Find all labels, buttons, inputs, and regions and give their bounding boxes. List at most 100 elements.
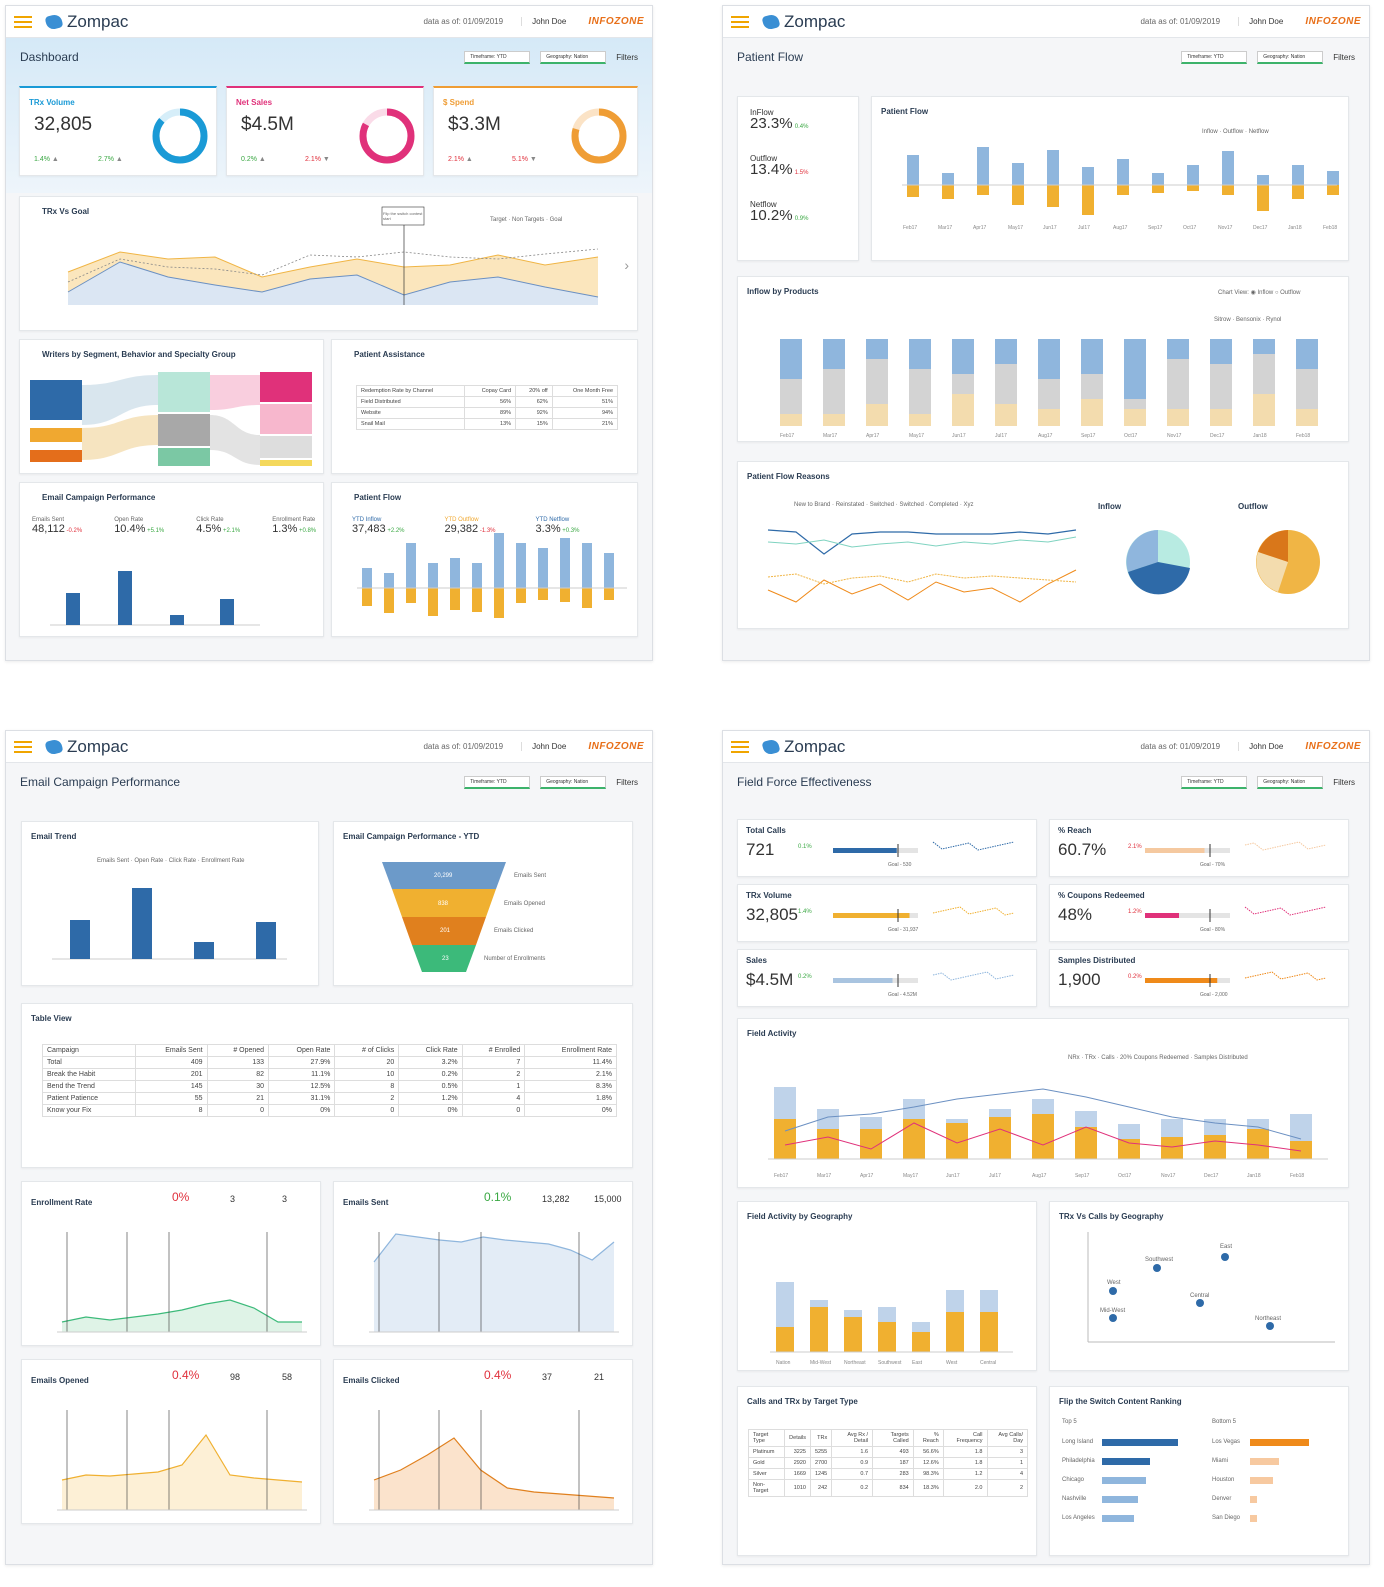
inflow-bar [406,543,416,588]
inflow-radio[interactable]: ◉ Inflow [1250,290,1274,296]
table-row: Non-Target 1010 242 0.2 834 18.3% 2.0 2 [747,1479,1028,1497]
inflow-bar [362,568,372,588]
x-tick: Jul17 [1078,225,1090,231]
page-title: Patient Flow [737,50,804,64]
inflow-bar [907,155,919,185]
stack-segment [995,364,1017,404]
stack-segment [823,369,845,414]
table-row: Total 409 133 27.9% 20 3.2% 7 11.4% [42,1056,617,1069]
nrx-bar [810,1307,828,1352]
x-tick: Mar17 [938,225,952,231]
inflow-bar [494,533,504,588]
field-kpi-card[interactable]: % Reach 60.7% 2.1% Goal - 70% [1049,819,1349,877]
outflow-bar [604,588,614,600]
outflow-bar [942,185,954,199]
filters-button[interactable]: Filters [616,52,638,62]
geo-activity-chart: Nation Mid-West Northeast Southwest East West… [770,1282,1013,1366]
patient-flow-bars: Feb17 Mar17 Apr17 May17 Jun17 Jul17 Aug17 Sep17… [902,147,1339,231]
data-as-of: data as of: 01/09/2019 [423,742,504,751]
x-tick: Sep17 [1081,433,1096,439]
user-menu[interactable]: John Doe [1238,17,1283,26]
bottom-city-label: Miami [1212,1458,1228,1464]
next-arrow-icon[interactable]: › [624,257,629,273]
user-menu[interactable]: John Doe [521,17,566,26]
kpi-net-sales[interactable]: Net Sales $4.5M 0.2% ▲ 2.1% ▼ [226,86,424,176]
x-tick: Dec17 [1253,225,1268,231]
field-activity-card: Field Activity NRx · TRx · Calls · 20% C… [737,1018,1349,1188]
menu-icon[interactable] [731,740,749,753]
stack-segment [823,414,845,426]
outflow-radio[interactable]: ○ Outflow [1274,290,1301,296]
inflow-bar [942,173,954,185]
x-tick: Oct17 [1118,1173,1132,1179]
brand-logo: INFOZONE [1305,16,1361,27]
kpi-trx[interactable]: TRx Volume 32,805 1.4% ▲ 2.7% ▲ [19,86,217,176]
outflow-bar [472,588,482,612]
stack-segment [1253,354,1275,394]
x-tick: Jun17 [946,1173,960,1179]
timeframe-select[interactable]: Timeframe: YTD [464,50,531,64]
app-header: Zompac data as of: 01/09/2019 John Doe I… [6,731,652,763]
outflow-bar [1327,185,1339,195]
top-city-label: Philadelphia [1062,1458,1095,1464]
nrx-bar [878,1322,896,1352]
x-tick: Oct17 [1124,433,1138,439]
x-tick: Feb18 [1323,225,1337,231]
x-tick: Apr17 [973,225,987,231]
app-header: Zompac data as of: 01/09/2019 John Doe I… [723,731,1369,763]
logo-icon [761,737,781,756]
flow-reasons-card: Patient Flow Reasons New to Brand · Rein… [737,461,1349,629]
geography-select[interactable]: Geography: Nation [540,50,607,64]
stack-segment [780,379,802,414]
nrx-bar [1290,1141,1312,1159]
field-kpi-card[interactable]: Total Calls 721 0.1% Goal - 530 [737,819,1037,877]
field-kpi-card[interactable]: % Coupons Redeemed 48% 1.2% Goal - 80% [1049,884,1349,942]
field-kpi-card[interactable]: Sales $4.5M 0.2% Goal - 4.52M [737,949,1037,1007]
kpi-bullet [833,841,1015,857]
field-kpi-card[interactable]: TRx Volume 32,805 1.4% Goal - 31,937 [737,884,1037,942]
stack-segment [1038,379,1060,409]
filters-button[interactable]: Filters [1333,52,1355,62]
menu-icon[interactable] [14,740,32,753]
logo-icon [44,12,64,31]
timeframe-select[interactable]: Timeframe: YTD [1181,775,1248,789]
app-logo: Zompac [44,737,128,757]
outflow-bar [1012,185,1024,205]
inflow-bar [560,538,570,588]
inflow-bar [428,563,438,588]
stack-segment [1038,409,1060,426]
outflow-bar [1257,185,1269,211]
user-menu[interactable]: John Doe [521,742,566,751]
filters-button[interactable]: Filters [1333,777,1355,787]
table-row: Bend the Trend 145 30 12.5% 8 0.5% 1 8.3% [42,1080,617,1093]
kpi-spend[interactable]: $ Spend $3.3M 2.1% ▲ 5.1% ▼ [433,86,638,176]
outflow-bar [1222,185,1234,195]
filters-button[interactable]: Filters [616,777,638,787]
rank-bar [1102,1477,1146,1484]
outflow-bar [1082,185,1094,215]
flow-bar-chart [357,533,627,618]
inflow-bar [516,543,526,588]
rank-bar [1102,1515,1134,1522]
nrx-bar [774,1119,796,1159]
x-tick: Aug17 [1113,225,1128,231]
geography-select[interactable]: Geography: Nation [1257,775,1324,789]
x-tick: Central [980,1360,996,1366]
geography-select[interactable]: Geography: Nation [1257,50,1324,64]
menu-icon[interactable] [14,15,32,28]
user-menu[interactable]: John Doe [1238,742,1283,751]
field-kpi-card[interactable]: Samples Distributed 1,900 0.2% Goal - 2,000 [1049,949,1349,1007]
stack-segment [1296,339,1318,369]
assistance-table: Redemption Rate by Channel Copay Card 20% … [356,385,619,430]
page-title: Email Campaign Performance [20,775,181,789]
outflow-bar [1152,185,1164,193]
timeframe-select[interactable]: Timeframe: YTD [464,775,531,789]
timeframe-select[interactable]: Timeframe: YTD [1181,50,1248,64]
stack-segment [909,369,931,414]
menu-icon[interactable] [731,15,749,28]
outflow-bar [450,588,460,610]
x-tick: Sep17 [1075,1173,1090,1179]
stack-segment [909,414,931,426]
geography-select[interactable]: Geography: Nation [540,775,607,789]
x-tick: Nov17 [1167,433,1182,439]
